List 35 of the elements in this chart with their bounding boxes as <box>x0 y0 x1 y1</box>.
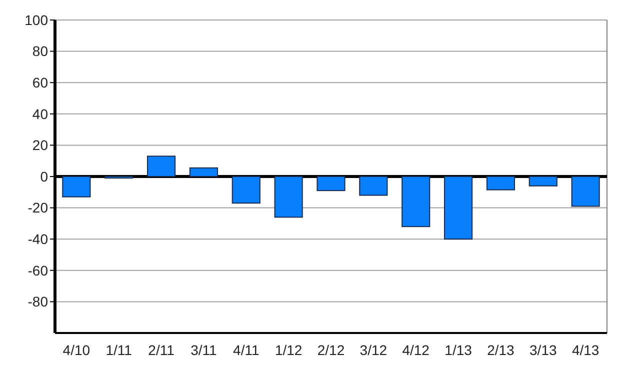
bar <box>571 176 600 207</box>
y-tick-label: 100 <box>24 12 48 28</box>
x-tick-label: 1/13 <box>444 342 472 358</box>
x-tick-label: 2/13 <box>487 342 515 358</box>
y-tick-label: -20 <box>28 200 48 216</box>
y-tick-label: 40 <box>32 106 48 122</box>
bar <box>528 176 558 186</box>
x-tick-label: 4/12 <box>402 342 430 358</box>
bar <box>232 176 260 204</box>
x-tick-label: 3/13 <box>530 342 557 358</box>
bar <box>444 176 473 240</box>
x-tick-label: 4/10 <box>62 342 90 358</box>
y-tick-label: 60 <box>32 74 48 90</box>
bar <box>274 176 303 218</box>
bar <box>359 176 388 196</box>
x-tick-label: 1/12 <box>274 342 302 358</box>
y-tick-label: -60 <box>28 262 48 278</box>
bar <box>486 176 516 190</box>
y-tick-label: 20 <box>32 137 48 154</box>
x-tick-label: 2/11 <box>148 342 175 358</box>
x-tick-label: 2/12 <box>317 342 345 358</box>
x-tick-label: 4/13 <box>572 342 600 358</box>
x-tick-label: 3/11 <box>190 342 218 358</box>
x-tick-label: 3/12 <box>360 342 388 358</box>
bar <box>316 176 346 192</box>
x-tick-label: 4/11 <box>233 342 260 358</box>
y-tick-label: 80 <box>32 43 48 60</box>
bar <box>62 176 91 198</box>
y-tick-label: -40 <box>28 231 48 247</box>
y-tick-label: -80 <box>28 294 48 310</box>
bar <box>189 167 218 177</box>
y-tick-label: 0 <box>40 168 48 184</box>
x-tick-label: 1/11 <box>106 342 132 358</box>
bar <box>146 156 176 177</box>
bar <box>402 176 430 228</box>
